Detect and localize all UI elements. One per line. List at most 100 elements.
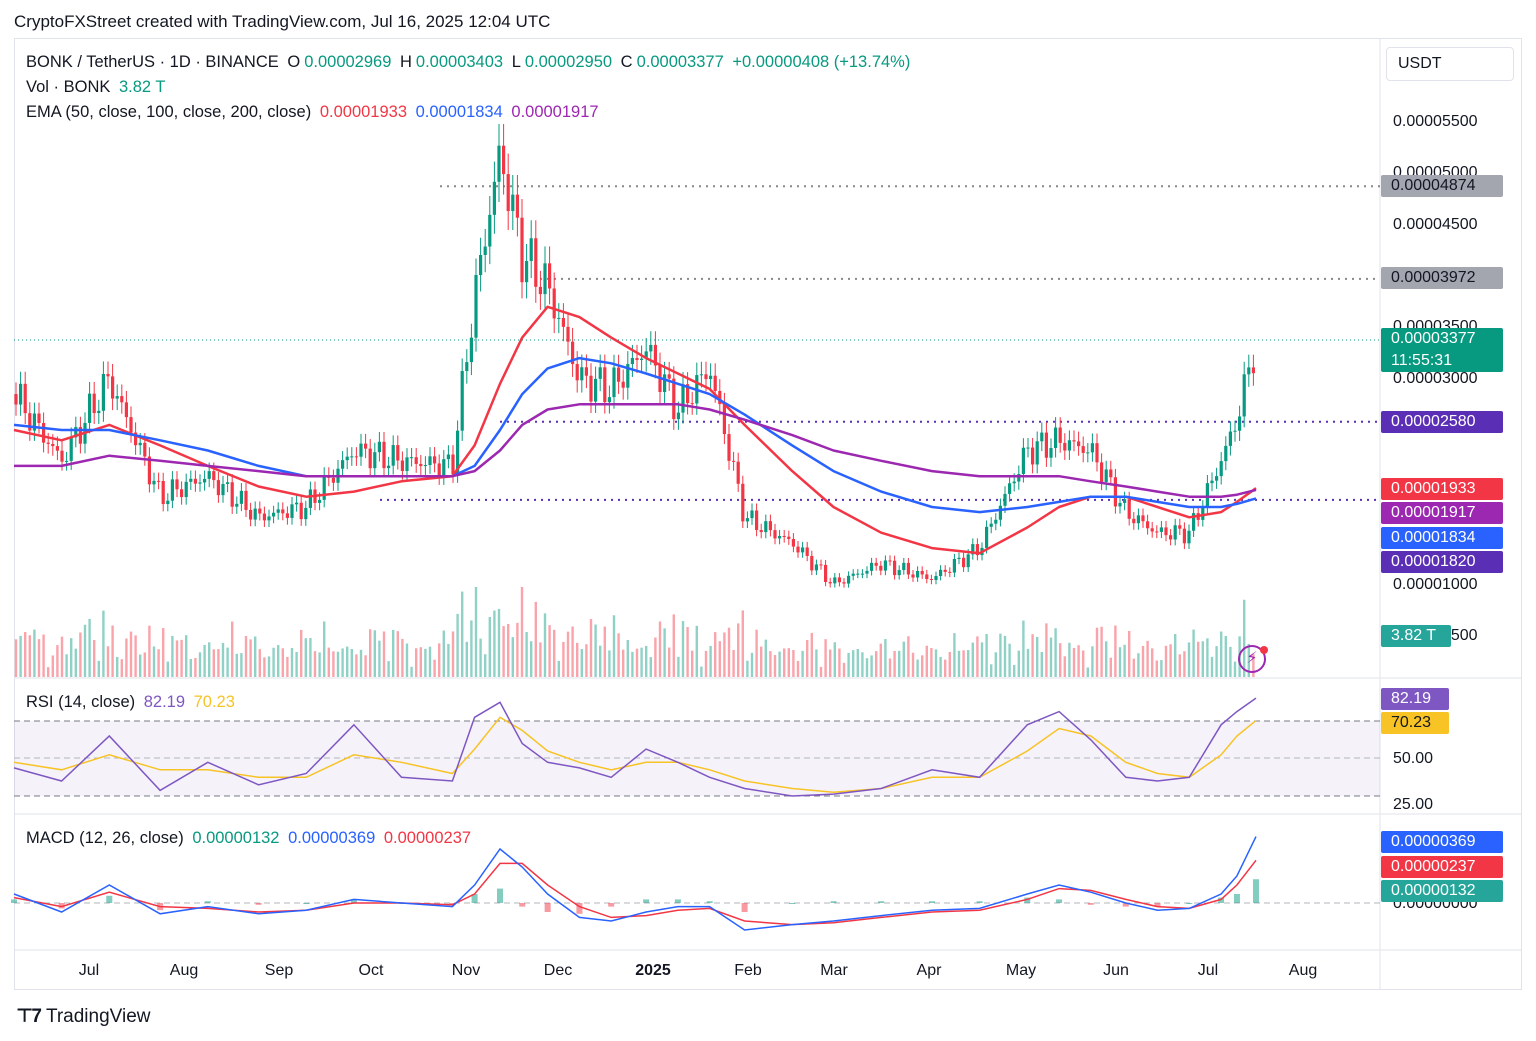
time-tick: Jul — [78, 962, 100, 979]
volume-bar — [594, 624, 597, 677]
candle-body — [272, 512, 276, 517]
volume-bar — [732, 649, 735, 677]
close-value: 0.00003377 — [636, 53, 724, 71]
volume-bar — [341, 648, 344, 677]
candle-body — [782, 536, 786, 538]
candle-body — [603, 367, 607, 403]
volume-bar — [74, 648, 77, 677]
candle-body — [51, 443, 55, 447]
candle-body — [364, 443, 368, 449]
candle-body — [207, 471, 211, 479]
macd-histogram-bar — [106, 895, 113, 903]
candle-body — [750, 510, 754, 519]
currency-selector[interactable]: USDT — [1386, 47, 1514, 81]
ema-label[interactable]: EMA (50, close, 100, close, 200, close) — [26, 103, 312, 121]
candle-body — [437, 463, 441, 477]
flash-icon[interactable]: ⚡ — [1238, 645, 1266, 673]
volume-bar — [180, 639, 183, 677]
change-value: +0.00000408 (+13.74%) — [732, 53, 911, 71]
candle-body — [419, 463, 423, 467]
candle-body — [690, 403, 694, 405]
candle-body — [331, 477, 335, 483]
volume-bar — [1183, 651, 1186, 677]
candle-body — [801, 547, 805, 553]
volume-bar — [143, 652, 146, 677]
volume-bar — [83, 624, 87, 677]
price-legend: BONK / TetherUS · 1D · BINANCE O 0.000029… — [26, 53, 914, 72]
candle-body — [1049, 447, 1053, 458]
rsi-label[interactable]: RSI (14, close) — [26, 693, 136, 711]
candle-body — [249, 509, 253, 520]
volume-bar — [539, 642, 542, 677]
candle-body — [649, 344, 653, 352]
volume-bar — [217, 649, 220, 677]
candle-body — [626, 364, 630, 388]
candle-body — [856, 573, 860, 575]
volume-bar — [1151, 648, 1154, 677]
volume-bar — [723, 632, 726, 677]
volume-bar — [1049, 637, 1053, 677]
candle-body — [635, 358, 639, 360]
volume-bar — [267, 656, 271, 677]
candle-body — [258, 508, 262, 514]
candle-body — [212, 471, 216, 481]
candle-body — [1113, 477, 1117, 507]
candle-body — [833, 577, 837, 584]
time-tick: Jun — [1103, 962, 1129, 979]
candle-body — [1247, 367, 1251, 375]
volume-bar — [1233, 661, 1237, 677]
volume-bar — [695, 625, 698, 677]
candle-body — [115, 396, 119, 399]
volume-bar — [42, 634, 45, 677]
candle-body — [120, 396, 124, 403]
candle-body — [893, 560, 897, 576]
close-label: C — [620, 53, 633, 71]
candle-body — [713, 375, 717, 391]
macd-histogram-bar — [643, 899, 650, 903]
tradingview-logo[interactable]: ⊤7 TradingView — [16, 1005, 151, 1028]
volume-bar — [599, 645, 602, 677]
volume-bar — [626, 639, 629, 677]
candle-body — [1021, 447, 1025, 475]
volume-bar — [392, 629, 395, 677]
macd-label[interactable]: MACD (12, 26, close) — [26, 829, 184, 847]
volume-label[interactable]: Vol · BONK — [26, 78, 111, 96]
volume-bar — [47, 667, 50, 677]
candle-body — [948, 571, 952, 573]
macd-histogram-bar — [929, 901, 935, 903]
candle-body — [1063, 442, 1067, 451]
volume-bar — [318, 652, 321, 677]
volume-bar — [1040, 652, 1043, 677]
candle-body — [607, 397, 611, 403]
candle-body — [451, 454, 455, 475]
volume-bar — [14, 639, 18, 677]
volume-bar — [1128, 630, 1131, 677]
volume-bar — [796, 660, 800, 677]
volume-bar — [424, 648, 427, 677]
symbol-label[interactable]: BONK / TetherUS · 1D · BINANCE — [26, 53, 279, 71]
volume-bar — [272, 647, 275, 677]
candle-body — [1219, 461, 1223, 477]
candle-body — [175, 479, 179, 490]
rsi-tick: 25.00 — [1393, 796, 1434, 813]
volume-bar — [1224, 635, 1227, 677]
volume-bar — [833, 642, 836, 677]
ema50-value: 0.00001933 — [319, 103, 408, 121]
volume-bar — [1013, 664, 1016, 677]
candle-body — [170, 479, 174, 501]
candle-body — [911, 574, 915, 578]
candle-body — [414, 457, 418, 464]
candle-body — [842, 582, 846, 584]
volume-bar — [350, 648, 353, 677]
candle-body — [193, 478, 197, 484]
candle-body — [566, 326, 570, 342]
candle-body — [672, 378, 676, 420]
candle-body — [810, 555, 814, 571]
candle-body — [152, 480, 156, 485]
volume-bar — [88, 618, 91, 677]
candle-body — [32, 413, 36, 431]
volume-bar — [401, 638, 404, 677]
volume-bar — [474, 587, 478, 677]
volume-bar — [1063, 656, 1066, 677]
